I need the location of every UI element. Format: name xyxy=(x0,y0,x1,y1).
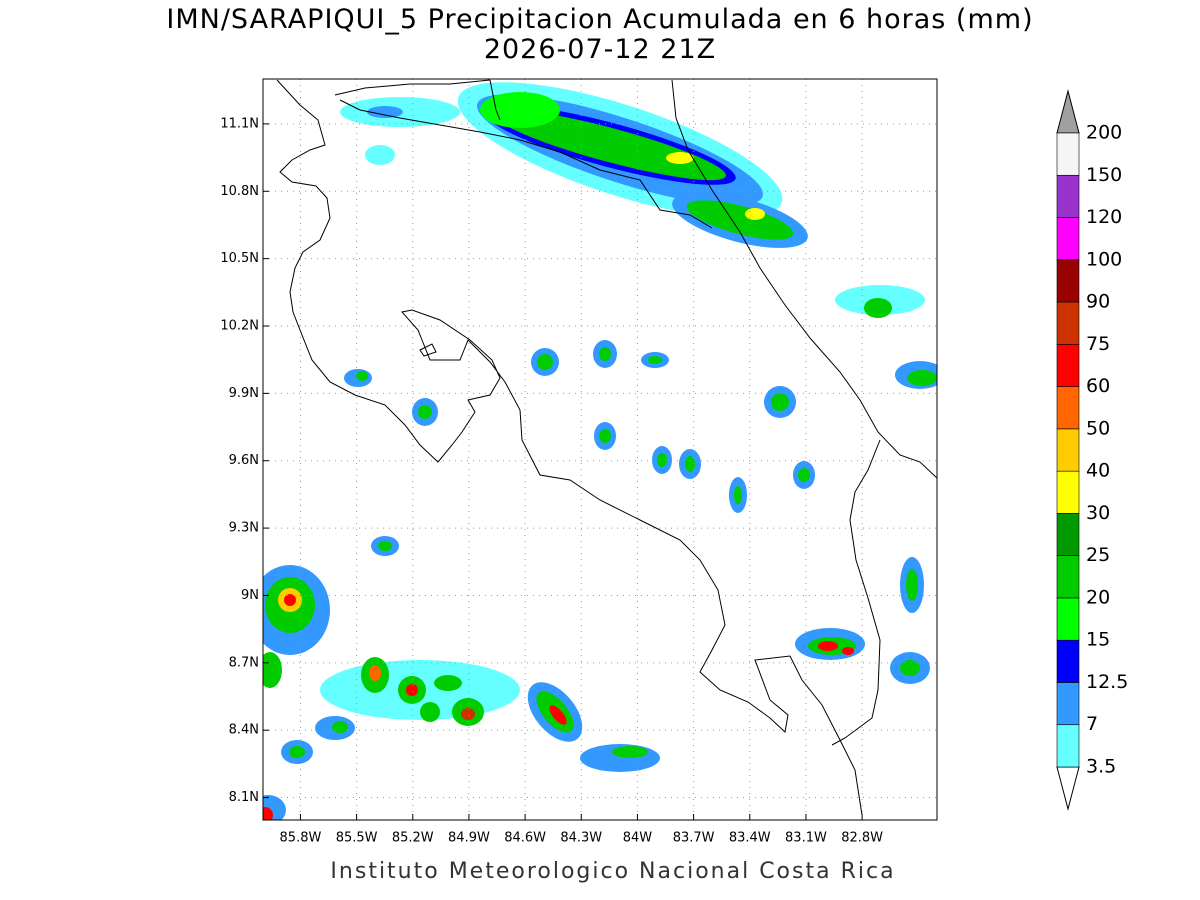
x-tick-label: 84W xyxy=(623,831,653,846)
colorbar-bin xyxy=(1056,724,1080,768)
x-tick-label: 84.9W xyxy=(448,831,490,846)
colorbar-label: 40 xyxy=(1086,460,1110,482)
colorbar-label: 90 xyxy=(1086,291,1110,313)
colorbar-label: 20 xyxy=(1086,586,1110,608)
colorbar-bin xyxy=(1056,217,1080,261)
colorbar-label: 200 xyxy=(1086,122,1122,144)
colorbar-bin xyxy=(1056,386,1080,430)
colorbar-bin xyxy=(1056,470,1080,514)
colorbar-bin xyxy=(1056,639,1080,683)
colorbar-bin xyxy=(1056,132,1080,176)
y-tick-label: 8.4N xyxy=(229,723,259,738)
colorbar-bin xyxy=(1056,174,1080,218)
colorbar: 3.5 7 12.5 15 20 25 30 40 50 60 75 90 100 120 150 200 xyxy=(1056,89,1128,811)
x-tick-label: 83.4W xyxy=(729,831,771,846)
colorbar-bin xyxy=(1056,597,1080,641)
colorbar-bin xyxy=(1056,301,1080,345)
x-tick-label: 85.8W xyxy=(280,831,322,846)
colorbar-under xyxy=(1056,766,1080,811)
y-tick-label: 9.9N xyxy=(229,386,259,401)
graticule xyxy=(263,79,937,820)
colorbar-bin xyxy=(1056,682,1080,726)
colorbar-label: 60 xyxy=(1086,375,1110,397)
colorbar-label: 12.5 xyxy=(1086,671,1128,693)
y-tick-label: 8.1N xyxy=(229,790,259,805)
x-tick-label: 85.2W xyxy=(392,831,434,846)
footer: Instituto Meteorologico Nacional Costa R… xyxy=(330,859,895,884)
x-tick-label: 82.8W xyxy=(841,831,883,846)
map-frame xyxy=(262,78,938,821)
colorbar-label: 50 xyxy=(1086,417,1110,439)
y-tick-label: 9N xyxy=(241,588,259,603)
y-tick-label: 10.8N xyxy=(220,184,259,199)
x-tick-label: 83.7W xyxy=(673,831,715,846)
colorbar-bin xyxy=(1056,428,1080,472)
colorbar-bin xyxy=(1056,555,1080,599)
colorbar-over xyxy=(1056,89,1080,134)
colorbar-label: 150 xyxy=(1086,164,1122,186)
y-tick-label: 11.1N xyxy=(220,116,259,131)
y-tick-label: 10.2N xyxy=(220,319,259,334)
y-tick-label: 10.5N xyxy=(220,251,259,266)
subtitle: 2026-07-12 21Z xyxy=(484,34,716,65)
x-tick-label: 84.6W xyxy=(504,831,546,846)
colorbar-label: 30 xyxy=(1086,502,1110,524)
x-tick-label: 85.5W xyxy=(336,831,378,846)
colorbar-label: 25 xyxy=(1086,544,1110,566)
colorbar-label: 3.5 xyxy=(1086,756,1116,778)
y-tick-label: 9.6N xyxy=(229,453,259,468)
colorbar-label: 100 xyxy=(1086,248,1122,270)
colorbar-label: 120 xyxy=(1086,206,1122,228)
axis-ticks: 85.8W 85.5W 85.2W 84.9W 84.6W 84.3W 84W 83.7W 83… xyxy=(220,116,883,845)
x-tick-label: 83.1W xyxy=(785,831,827,846)
colorbar-bin xyxy=(1056,259,1080,303)
y-tick-label: 9.3N xyxy=(229,521,259,536)
title: IMN/SARAPIQUI_5 Precipitacion Acumulada … xyxy=(166,4,1033,35)
x-tick-label: 84.3W xyxy=(560,831,602,846)
colorbar-bin xyxy=(1056,513,1080,556)
precipitation-field xyxy=(263,82,937,820)
colorbar-label: 15 xyxy=(1086,629,1110,651)
y-tick-label: 8.7N xyxy=(229,655,259,670)
colorbar-label: 7 xyxy=(1086,713,1098,735)
colorbar-bin xyxy=(1056,344,1080,387)
coastlines xyxy=(276,79,937,816)
colorbar-label: 75 xyxy=(1086,333,1110,355)
